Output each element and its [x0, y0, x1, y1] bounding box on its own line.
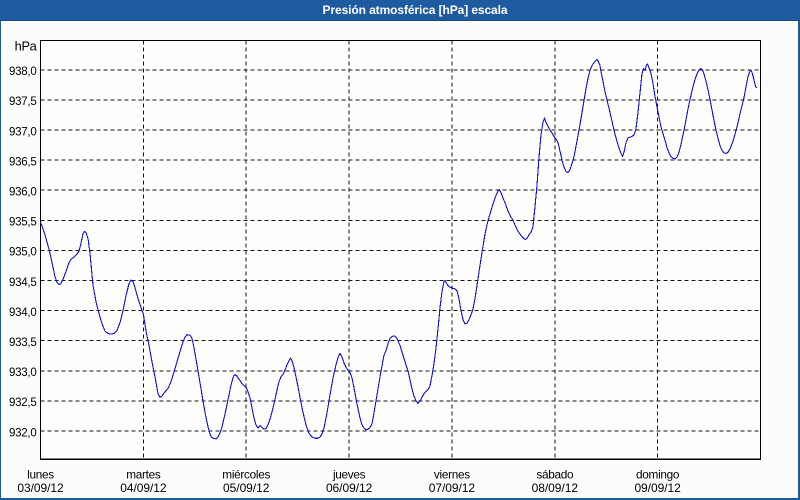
- svg-text:05/09/12: 05/09/12: [223, 481, 270, 495]
- svg-text:04/09/12: 04/09/12: [120, 481, 167, 495]
- svg-text:06/09/12: 06/09/12: [326, 481, 373, 495]
- svg-text:933,0: 933,0: [9, 367, 37, 379]
- svg-text:hPa: hPa: [15, 39, 38, 54]
- svg-text:937,5: 937,5: [9, 96, 37, 108]
- svg-text:07/09/12: 07/09/12: [429, 481, 476, 495]
- svg-text:jueves: jueves: [332, 467, 366, 481]
- svg-text:935,5: 935,5: [9, 217, 37, 229]
- svg-text:932,5: 932,5: [9, 397, 37, 409]
- svg-text:938,0: 938,0: [9, 66, 37, 78]
- svg-text:sábado: sábado: [536, 467, 574, 481]
- svg-text:937,0: 937,0: [9, 126, 37, 138]
- svg-text:932,0: 932,0: [9, 427, 37, 439]
- svg-text:934,5: 934,5: [9, 277, 37, 289]
- svg-text:933,5: 933,5: [9, 337, 37, 349]
- svg-text:domingo: domingo: [636, 467, 680, 481]
- svg-text:03/09/12: 03/09/12: [17, 481, 64, 495]
- svg-text:lunes: lunes: [27, 467, 54, 481]
- svg-text:936,0: 936,0: [9, 187, 37, 199]
- svg-text:09/09/12: 09/09/12: [634, 481, 681, 495]
- svg-text:viernes: viernes: [434, 467, 470, 481]
- svg-text:934,0: 934,0: [9, 307, 37, 319]
- svg-text:martes: martes: [126, 467, 161, 481]
- svg-text:08/09/12: 08/09/12: [532, 481, 579, 495]
- svg-text:miércoles: miércoles: [222, 467, 270, 481]
- svg-text:936,5: 936,5: [9, 156, 37, 168]
- svg-text:935,0: 935,0: [9, 247, 37, 259]
